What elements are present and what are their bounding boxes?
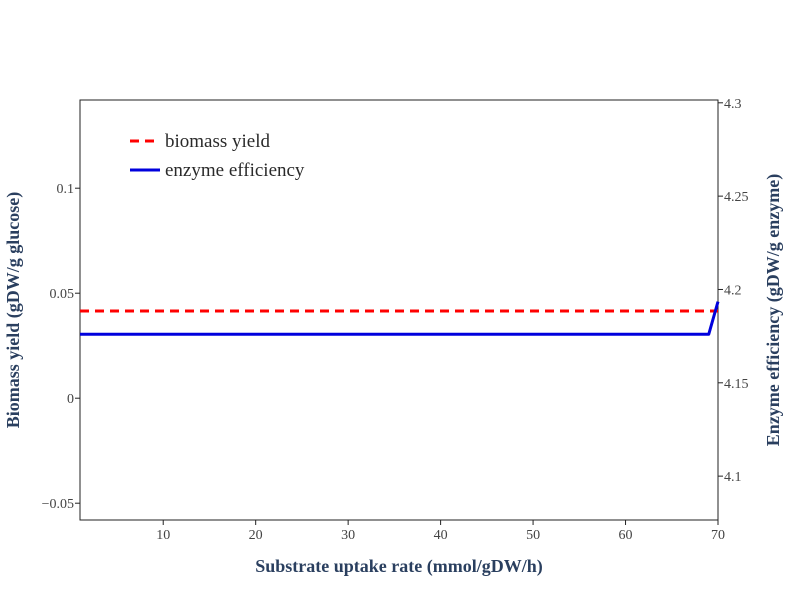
x-tick-label: 10 [156, 528, 170, 543]
y2-tick-label: 4.3 [724, 97, 742, 112]
x-axis-ticks: 10 20 30 40 50 60 70 [156, 520, 725, 543]
series-line-enzyme-efficiency [80, 301, 720, 336]
series-layer [80, 301, 720, 336]
y2-tick-label: 4.15 [724, 377, 749, 392]
legend-label-enzyme-efficiency: enzyme efficiency [165, 160, 305, 181]
legend: biomass yield enzyme efficiency [130, 131, 305, 181]
y-tick-label: −0.05 [42, 497, 74, 512]
y-tick-label: 0.05 [50, 287, 75, 302]
y-axis-title: Biomass yield (gDW/g glucose) [3, 192, 24, 429]
y-tick-label: 0 [67, 392, 74, 407]
y2-axis-title: Enzyme efficiency (gDW/g enzyme) [763, 174, 784, 446]
y2-tick-label: 4.25 [724, 190, 749, 205]
x-tick-label: 40 [434, 528, 448, 543]
legend-label-biomass-yield: biomass yield [165, 131, 271, 152]
x-tick-label: 20 [249, 528, 263, 543]
y2-axis-ticks: 4.1 4.15 4.2 4.25 4.3 [718, 97, 749, 485]
y2-tick-label: 4.1 [724, 470, 742, 485]
y2-tick-label: 4.2 [724, 283, 742, 298]
x-tick-label: 60 [619, 528, 633, 543]
x-axis-title: Substrate uptake rate (mmol/gDW/h) [255, 556, 542, 577]
x-tick-label: 30 [341, 528, 355, 543]
x-tick-label: 50 [526, 528, 540, 543]
y-tick-label: 0.1 [57, 182, 75, 197]
x-tick-label: 70 [711, 528, 725, 543]
y-axis-ticks: −0.05 0 0.05 0.1 [42, 182, 80, 512]
